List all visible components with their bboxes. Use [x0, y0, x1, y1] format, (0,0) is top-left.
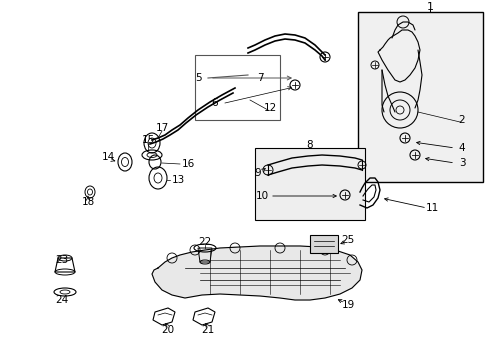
- Text: 4: 4: [458, 143, 465, 153]
- Bar: [254, 148, 364, 220]
- Text: 9: 9: [254, 168, 261, 178]
- Text: 20: 20: [161, 325, 174, 335]
- Text: 23: 23: [55, 255, 68, 265]
- Text: 6: 6: [211, 98, 218, 108]
- Text: 3: 3: [458, 158, 465, 168]
- Text: 13: 13: [171, 175, 184, 185]
- Text: 11: 11: [425, 203, 438, 213]
- Text: 7: 7: [256, 73, 263, 83]
- Text: 17: 17: [155, 123, 168, 133]
- Text: 24: 24: [55, 295, 68, 305]
- Text: 19: 19: [341, 300, 354, 310]
- Text: 1: 1: [426, 2, 433, 12]
- Text: 2: 2: [458, 115, 465, 125]
- Text: 15: 15: [141, 135, 154, 145]
- Text: 22: 22: [198, 237, 211, 247]
- Text: 8: 8: [306, 140, 313, 150]
- Bar: [309, 235, 337, 253]
- Text: 16: 16: [181, 159, 194, 169]
- Bar: [195, 55, 280, 120]
- Text: 18: 18: [81, 197, 95, 207]
- Text: 21: 21: [201, 325, 214, 335]
- Text: 14: 14: [101, 152, 114, 162]
- Text: 12: 12: [263, 103, 276, 113]
- Polygon shape: [152, 246, 361, 300]
- Text: 5: 5: [194, 73, 201, 83]
- Text: 10: 10: [255, 191, 268, 201]
- Text: 25: 25: [341, 235, 354, 245]
- Bar: [357, 12, 482, 182]
